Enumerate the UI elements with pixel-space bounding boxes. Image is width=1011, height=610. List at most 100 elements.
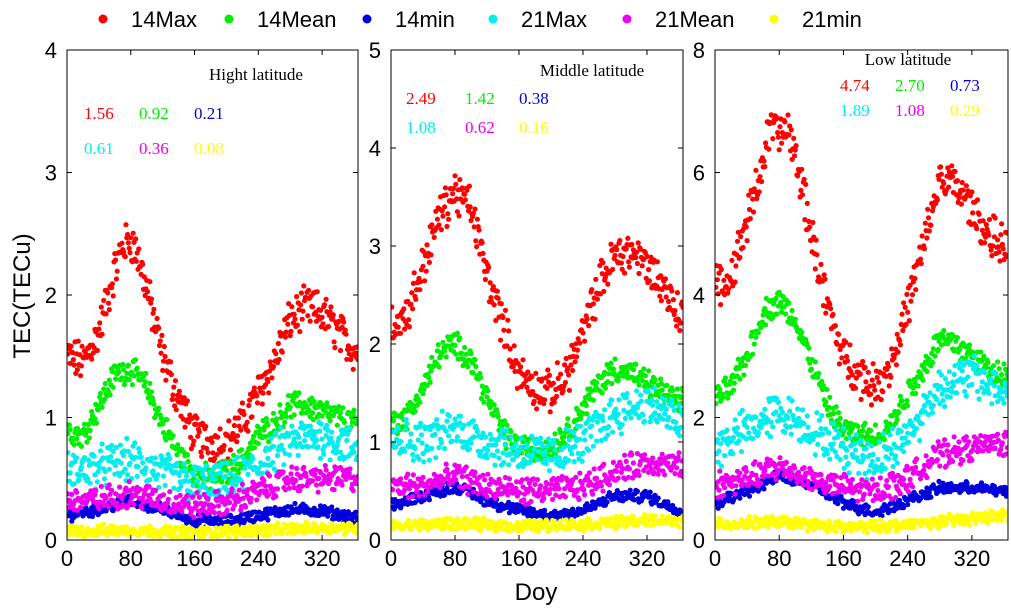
point-21mean <box>243 504 249 510</box>
point-14max <box>305 313 311 319</box>
point-21max <box>572 443 578 450</box>
point-21max <box>318 421 324 427</box>
point-14max <box>600 260 606 266</box>
point-14max <box>350 366 356 372</box>
point-21max <box>143 465 149 471</box>
point-14max <box>267 359 273 365</box>
point-14mean <box>153 411 159 418</box>
point-21max <box>317 455 324 461</box>
point-14mean <box>121 367 127 373</box>
point-21max <box>137 450 143 456</box>
point-14max <box>982 240 988 246</box>
plot-area <box>67 222 358 540</box>
point-14max <box>563 355 569 362</box>
point-21max <box>317 428 323 434</box>
point-14mean <box>89 408 95 415</box>
point-21min <box>604 516 610 522</box>
point-14max <box>750 196 756 202</box>
point-21max <box>212 476 218 482</box>
point-14max <box>205 450 211 456</box>
point-14mean <box>185 458 191 465</box>
point-14max <box>307 318 313 324</box>
point-21min <box>124 524 130 530</box>
legend-marker-21max <box>488 14 498 24</box>
point-14max <box>457 177 463 183</box>
point-21mean <box>167 489 173 495</box>
point-21max <box>125 448 131 455</box>
point-14max <box>156 342 163 349</box>
legend-label-21max: 21Max <box>521 7 587 32</box>
point-14max <box>466 183 472 189</box>
point-14max <box>249 414 255 420</box>
point-14max <box>746 206 753 213</box>
point-14mean <box>446 343 452 349</box>
point-21max <box>615 411 621 417</box>
point-21max <box>347 425 353 431</box>
point-21max <box>524 442 530 448</box>
point-21mean <box>559 473 565 480</box>
point-14max <box>936 176 942 182</box>
point-14mean <box>442 348 448 354</box>
point-21max <box>117 473 123 479</box>
point-14max <box>774 115 780 121</box>
point-14mean <box>760 312 766 318</box>
point-14min <box>666 502 672 508</box>
y-tick-label: 2 <box>45 283 57 308</box>
point-21max <box>208 477 214 483</box>
point-21mean <box>406 495 412 501</box>
point-21max <box>125 472 131 478</box>
point-14max <box>580 330 586 336</box>
point-14max <box>123 222 129 228</box>
point-14max <box>895 349 901 355</box>
point-14mean <box>819 378 825 385</box>
point-21mean <box>614 468 620 474</box>
point-14mean <box>223 467 230 473</box>
point-14max <box>799 166 805 172</box>
point-21max <box>127 460 133 466</box>
point-14max <box>328 304 334 310</box>
point-14mean <box>816 370 822 376</box>
point-14max <box>70 357 76 363</box>
point-14max <box>558 371 564 377</box>
point-21max <box>151 472 157 478</box>
point-21max <box>646 389 652 395</box>
point-14min <box>655 495 661 501</box>
point-21max <box>327 457 333 463</box>
point-21max <box>506 462 512 468</box>
legend-marker-14min <box>362 14 372 24</box>
point-21mean <box>552 486 558 492</box>
point-21max <box>109 442 115 448</box>
point-14mean <box>92 416 98 422</box>
point-14mean <box>730 387 737 393</box>
point-21max <box>196 465 202 471</box>
point-21max <box>354 454 358 460</box>
point-14mean <box>160 430 167 436</box>
point-14max <box>99 331 105 337</box>
point-21mean <box>672 471 678 477</box>
point-14max <box>426 259 432 265</box>
point-14max <box>836 361 843 367</box>
point-14mean <box>93 420 100 426</box>
point-21max <box>102 469 108 475</box>
point-14max <box>214 451 220 458</box>
point-21max <box>470 418 476 424</box>
point-14mean <box>311 398 317 405</box>
point-14max <box>812 266 818 272</box>
stat-value: 0.16 <box>519 118 549 137</box>
point-14max <box>960 187 966 193</box>
point-14max <box>569 342 575 348</box>
point-14max <box>544 385 550 391</box>
point-14max <box>974 226 980 232</box>
point-14mean <box>678 394 683 401</box>
point-21min <box>472 515 478 521</box>
point-14max <box>626 259 632 265</box>
point-14mean <box>255 440 261 447</box>
point-21mean <box>556 486 562 492</box>
point-14max <box>889 346 895 352</box>
point-14max <box>584 316 590 322</box>
point-14max <box>870 361 876 367</box>
point-21max <box>667 425 673 431</box>
point-14mean <box>262 434 269 440</box>
point-14mean <box>491 402 497 408</box>
point-21max <box>580 450 586 456</box>
